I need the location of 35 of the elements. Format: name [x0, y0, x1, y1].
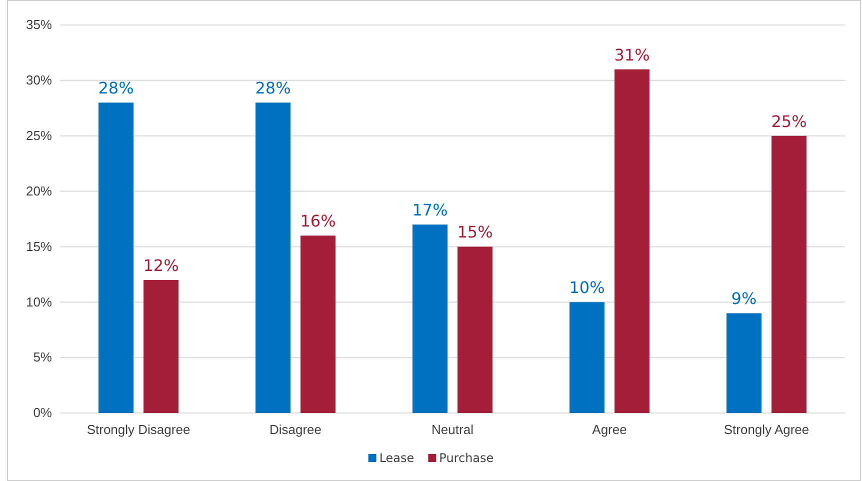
x-tick-label: Disagree [269, 422, 322, 438]
data-label: 12% [143, 256, 179, 275]
data-label: 16% [300, 212, 336, 231]
data-label: 15% [457, 222, 493, 242]
data-label: 25% [771, 112, 807, 131]
data-label: 28% [98, 78, 134, 98]
bar [726, 313, 762, 413]
y-tick-label: 5% [33, 350, 52, 365]
bar [144, 280, 178, 413]
x-tick-label: Neutral [432, 422, 474, 438]
y-tick-label: 30% [26, 72, 52, 88]
y-tick-label: 0% [33, 405, 52, 420]
bar [412, 224, 448, 413]
data-label: 28% [255, 78, 291, 98]
data-label: 10% [569, 278, 605, 298]
bar [300, 236, 336, 413]
bar [570, 302, 604, 413]
y-tick-label: 35% [26, 17, 52, 32]
y-tick-label: 25% [26, 128, 52, 144]
bar [256, 102, 290, 413]
data-label: 17% [412, 200, 448, 220]
y-tick-label: 10% [26, 294, 52, 310]
bar [772, 136, 806, 413]
x-tick-label: Strongly Agree [724, 422, 810, 438]
bar [98, 102, 134, 413]
x-tick-label: Strongly Disagree [86, 422, 190, 438]
y-tick-label: 15% [26, 238, 52, 254]
y-tick-label: 20% [26, 183, 52, 198]
bar [614, 69, 650, 413]
x-tick-label: Agree [592, 422, 627, 438]
data-label: 9% [731, 289, 757, 308]
legend-label: Lease [379, 451, 414, 465]
legend-label: Purchase [439, 451, 494, 465]
bar [458, 246, 492, 413]
data-label: 31% [614, 45, 650, 64]
